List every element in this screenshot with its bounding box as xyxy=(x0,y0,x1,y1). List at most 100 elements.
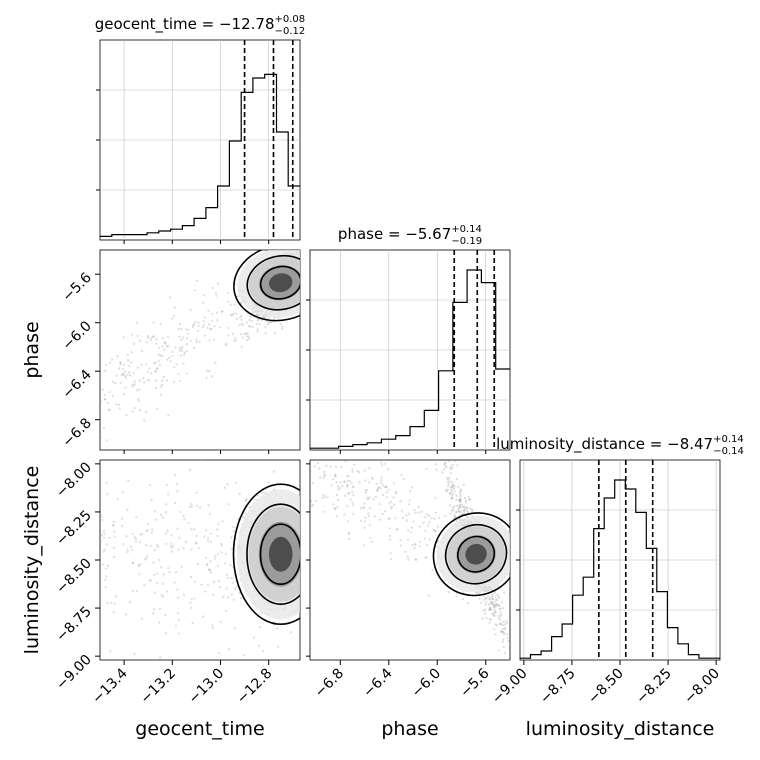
sample-point xyxy=(112,524,115,527)
sample-point xyxy=(434,529,437,533)
sample-point xyxy=(216,282,220,285)
sample-point xyxy=(245,335,249,338)
sample-point xyxy=(198,506,202,509)
sample-point xyxy=(488,598,491,601)
sample-point xyxy=(157,353,160,356)
sample-point xyxy=(450,481,454,484)
sample-point xyxy=(435,468,438,471)
sample-point xyxy=(351,504,355,507)
sample-point xyxy=(494,595,497,598)
contour-line xyxy=(259,523,300,586)
sample-point xyxy=(478,597,481,600)
sample-point xyxy=(240,314,243,317)
sample-point xyxy=(248,324,251,327)
sample-point xyxy=(493,614,496,618)
sample-point xyxy=(209,328,212,331)
sample-point xyxy=(303,249,305,251)
sample-point xyxy=(200,460,202,461)
sample-point xyxy=(409,490,412,493)
sample-point xyxy=(366,488,369,492)
sample-point xyxy=(193,323,196,326)
sample-point xyxy=(197,547,200,550)
sample-point xyxy=(308,240,310,242)
sample-point xyxy=(457,498,460,502)
sample-point xyxy=(169,360,172,363)
sample-point xyxy=(145,341,149,344)
sample-point xyxy=(189,601,192,604)
sample-point xyxy=(160,594,163,597)
sample-point xyxy=(161,383,164,386)
sample-point xyxy=(153,573,156,576)
sample-point xyxy=(380,476,383,479)
sample-point xyxy=(511,618,513,620)
sample-point xyxy=(488,603,491,606)
sample-point xyxy=(124,386,127,389)
sample-point xyxy=(367,512,370,515)
sample-point xyxy=(450,494,453,497)
sample-point xyxy=(311,504,314,507)
sample-point xyxy=(234,339,237,342)
sample-point xyxy=(459,493,462,496)
sample-point xyxy=(175,571,178,574)
sample-point xyxy=(166,335,170,338)
sample-point xyxy=(121,367,124,370)
sample-point xyxy=(136,389,139,392)
sample-point xyxy=(234,282,237,285)
sample-point xyxy=(405,514,408,517)
sample-point xyxy=(347,474,350,478)
sample-point xyxy=(221,520,224,523)
sample-point xyxy=(493,609,496,612)
sample-point xyxy=(382,484,385,487)
sample-point xyxy=(233,339,236,342)
sample-point xyxy=(444,488,447,491)
sample-point xyxy=(412,520,415,523)
sample-point xyxy=(159,322,162,325)
sample-point xyxy=(133,536,136,539)
sample-point xyxy=(247,337,251,340)
sample-point xyxy=(130,333,133,336)
sample-point xyxy=(155,338,158,341)
sample-point xyxy=(124,376,127,379)
sample-point xyxy=(388,502,391,505)
sample-point xyxy=(504,626,507,630)
sample-point xyxy=(418,545,421,548)
sample-point xyxy=(503,628,506,631)
sample-point xyxy=(100,564,102,567)
sample-point xyxy=(130,351,133,354)
y-tick-label: −8.25 xyxy=(53,507,95,549)
sample-point xyxy=(175,483,179,486)
sample-point xyxy=(376,487,379,490)
sample-point xyxy=(347,532,350,536)
sample-point xyxy=(493,600,496,603)
sample-point xyxy=(466,515,469,518)
sample-point xyxy=(366,496,369,499)
sample-point xyxy=(126,548,129,551)
sample-point xyxy=(217,523,220,526)
sample-point xyxy=(150,499,153,502)
sample-point xyxy=(256,330,259,333)
sample-point xyxy=(308,556,310,558)
sample-point xyxy=(180,327,183,330)
sample-point xyxy=(117,403,120,406)
sample-point xyxy=(105,439,108,442)
sample-point xyxy=(399,544,402,547)
sample-point xyxy=(180,347,183,350)
sample-point xyxy=(257,644,260,648)
sample-point xyxy=(111,380,114,383)
sample-point xyxy=(208,339,211,342)
sample-point xyxy=(302,582,304,584)
sample-point xyxy=(119,381,122,385)
sample-point xyxy=(167,567,170,570)
sample-point xyxy=(381,493,385,496)
sample-point xyxy=(127,371,131,374)
sample-point xyxy=(343,513,346,516)
sample-point xyxy=(353,463,356,466)
hist-bar-step xyxy=(100,73,300,237)
sample-point xyxy=(302,259,304,261)
sample-point xyxy=(246,339,249,342)
sample-point xyxy=(303,522,305,524)
sample-point xyxy=(231,314,234,317)
sample-point xyxy=(225,587,228,590)
sample-point xyxy=(131,561,134,564)
sample-point xyxy=(337,488,340,491)
